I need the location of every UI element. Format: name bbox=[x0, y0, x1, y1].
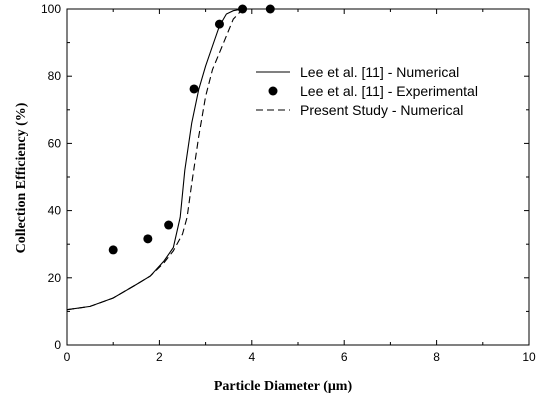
plot-frame bbox=[67, 9, 529, 345]
legend-label: Present Study - Numerical bbox=[300, 102, 463, 118]
y-tick-label: 0 bbox=[54, 338, 61, 352]
y-tick-label: 40 bbox=[48, 204, 62, 218]
y-tick-label: 100 bbox=[41, 2, 61, 16]
series-layer bbox=[67, 5, 275, 310]
experimental-point bbox=[190, 84, 199, 93]
x-tick-label: 10 bbox=[522, 350, 536, 364]
experimental-point bbox=[215, 20, 224, 29]
legend: Lee et al. [11] - Numerical Lee et al. [1… bbox=[256, 64, 478, 118]
x-tick-label: 4 bbox=[248, 350, 255, 364]
y-axis-title: Collection Efficiency (%) bbox=[14, 102, 29, 253]
x-tick-label: 6 bbox=[341, 350, 348, 364]
x-tick-label: 8 bbox=[433, 350, 440, 364]
legend-marker bbox=[269, 87, 278, 96]
y-tick-label: 20 bbox=[48, 271, 62, 285]
y-tick-label: 80 bbox=[48, 69, 62, 83]
y-tick-label: 60 bbox=[48, 136, 62, 150]
x-tick-label: 2 bbox=[156, 350, 163, 364]
x-axis-title: Particle Diameter (μm) bbox=[214, 379, 353, 394]
present-study-numerical-line bbox=[67, 9, 270, 310]
axes bbox=[67, 9, 529, 345]
experimental-point bbox=[164, 221, 173, 230]
x-tick-label: 0 bbox=[64, 350, 71, 364]
legend-label: Lee et al. [11] - Experimental bbox=[300, 83, 478, 99]
experimental-point bbox=[143, 234, 152, 243]
experimental-point bbox=[109, 245, 118, 254]
lee-numerical-line bbox=[67, 9, 270, 310]
legend-label: Lee et al. [11] - Numerical bbox=[300, 64, 459, 80]
